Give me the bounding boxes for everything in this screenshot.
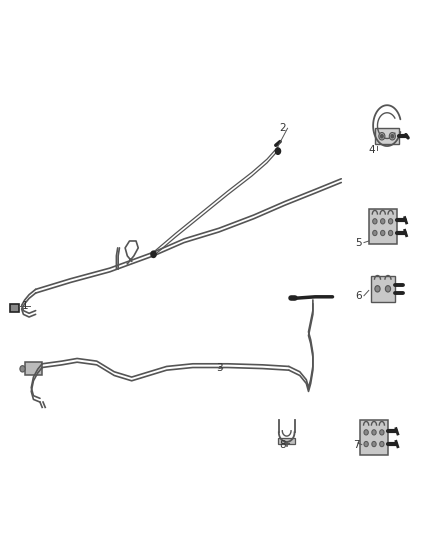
Circle shape [20,366,25,372]
Circle shape [389,133,396,140]
Text: 7: 7 [353,440,360,450]
Text: 5: 5 [355,238,362,247]
FancyBboxPatch shape [278,438,295,444]
Circle shape [151,251,156,257]
FancyBboxPatch shape [11,304,19,312]
Circle shape [364,430,368,435]
Circle shape [372,441,376,447]
Circle shape [372,430,376,435]
FancyBboxPatch shape [25,362,42,375]
Circle shape [380,441,384,447]
Text: 4: 4 [368,144,375,155]
FancyBboxPatch shape [375,128,399,144]
Circle shape [389,219,393,224]
Text: 1: 1 [21,301,28,311]
Circle shape [373,219,377,224]
Circle shape [380,430,384,435]
Circle shape [381,135,383,138]
Circle shape [373,230,377,236]
Circle shape [379,133,385,140]
Circle shape [389,230,393,236]
Circle shape [364,441,368,447]
Text: 3: 3 [215,362,223,373]
Text: 2: 2 [279,123,286,133]
FancyBboxPatch shape [360,421,388,455]
Text: 8: 8 [279,440,286,450]
Circle shape [385,286,391,292]
FancyBboxPatch shape [368,209,397,244]
Circle shape [375,286,380,292]
Circle shape [391,135,394,138]
Circle shape [381,230,385,236]
Circle shape [381,219,385,224]
Circle shape [276,148,281,155]
Text: 6: 6 [355,290,362,301]
FancyBboxPatch shape [371,276,395,302]
